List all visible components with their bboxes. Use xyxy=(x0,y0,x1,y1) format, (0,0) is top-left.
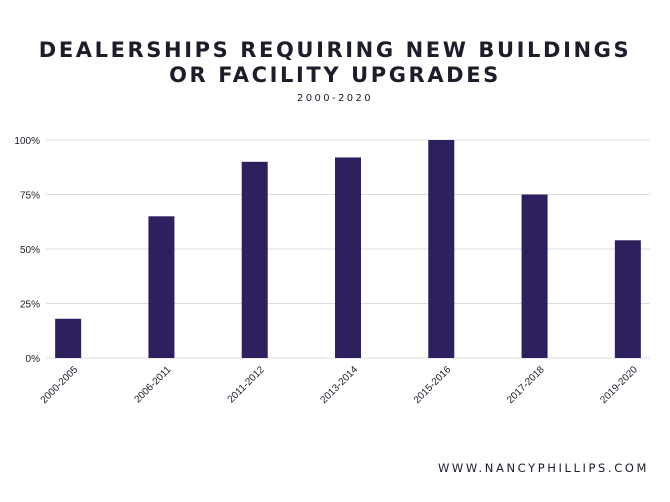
y-tick-label: 25% xyxy=(20,300,40,311)
bar-2013-2014 xyxy=(335,157,361,358)
x-tick-label: 2015-2016 xyxy=(412,364,454,406)
chart-subtitle: 2000-2020 xyxy=(296,93,374,104)
chart-title-line-1: DEALERSHIPS REQUIRING NEW BUILDINGS xyxy=(38,38,632,62)
bar-2000-2005 xyxy=(55,318,82,358)
x-tick-label: 2006-2011 xyxy=(132,364,173,405)
bar-2017-2018 xyxy=(521,194,548,358)
y-tick-label: 100% xyxy=(14,136,40,147)
bar-2019-2020 xyxy=(614,240,641,358)
x-tick-label: 2013-2014 xyxy=(319,364,361,406)
chart-title-line-2: OR FACILITY UPGRADES xyxy=(169,63,501,87)
y-tick-label: 0% xyxy=(26,354,41,365)
x-tick-label: 2017-2018 xyxy=(505,364,547,406)
bar-2011-2012 xyxy=(241,161,268,358)
x-tick-label: 2011-2012 xyxy=(226,364,267,405)
y-tick-label: 50% xyxy=(20,245,40,256)
website-credit: WWW.NANCYPHILLIPS.COM xyxy=(437,461,649,475)
x-tick-label: 2019-2020 xyxy=(598,364,640,406)
bar-2006-2011 xyxy=(148,216,175,358)
bar-2015-2016 xyxy=(428,140,455,358)
x-tick-label: 2000-2005 xyxy=(39,364,81,406)
chart-title: DEALERSHIPS REQUIRING NEW BUILDINGS OR F… xyxy=(0,38,670,88)
y-tick-label: 75% xyxy=(20,191,40,202)
